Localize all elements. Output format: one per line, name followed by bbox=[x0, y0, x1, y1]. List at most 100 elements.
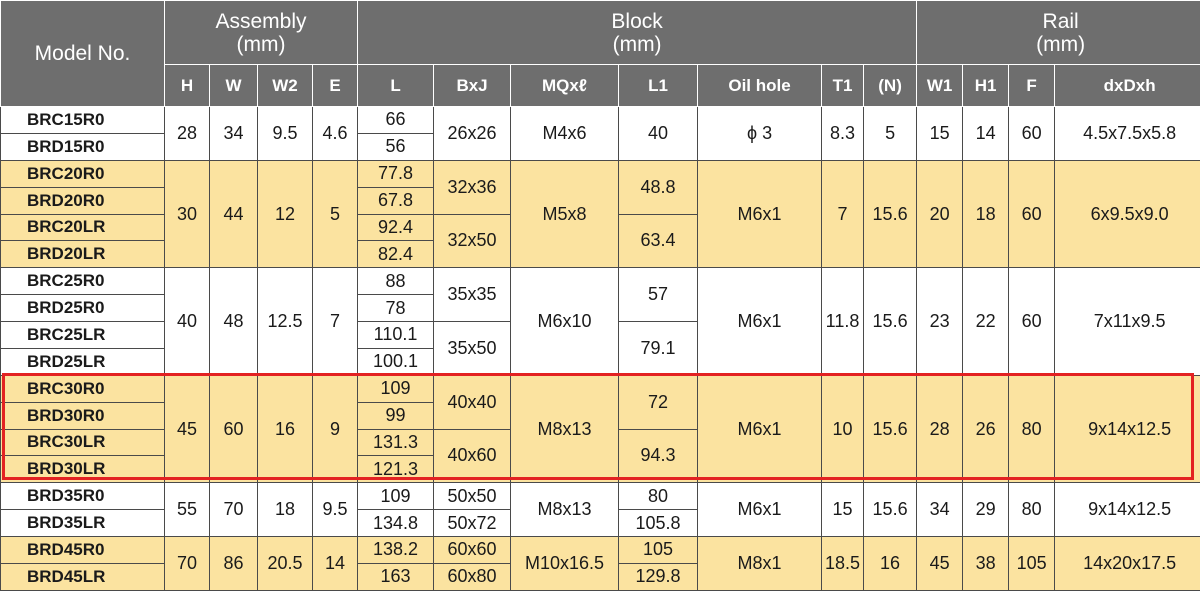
dxdxh-cell: 14x20x17.5 bbox=[1054, 536, 1200, 591]
oil-hole-cell: M6x1 bbox=[697, 374, 823, 484]
oil-hole-cell: ϕ 3 bbox=[697, 106, 823, 161]
t1-cell: 7 bbox=[821, 159, 865, 269]
e-cell: 5 bbox=[311, 159, 359, 269]
n-cell: 16 bbox=[863, 536, 918, 591]
model-no-header: Model No. bbox=[0, 0, 165, 107]
n-cell: 15.6 bbox=[863, 374, 918, 484]
l-cell: 77.8 bbox=[357, 159, 435, 188]
oil-hole-cell: M8x1 bbox=[697, 536, 823, 591]
model-cell: BRD15R0 bbox=[0, 132, 165, 161]
assembly-group-header: Assembly (mm) bbox=[163, 0, 359, 65]
w-cell: 70 bbox=[209, 482, 258, 537]
l-cell: 163 bbox=[357, 562, 435, 592]
dxdxh-cell: 7x11x9.5 bbox=[1054, 267, 1200, 376]
mqxl-cell: M10x16.5 bbox=[510, 536, 620, 591]
w2-cell: 18 bbox=[257, 482, 313, 537]
f-cell: 60 bbox=[1008, 159, 1056, 269]
w1-cell: 15 bbox=[916, 106, 964, 161]
model-cell: BRC20R0 bbox=[0, 159, 165, 188]
l-cell: 99 bbox=[357, 401, 435, 430]
dxdxh-cell: 6x9.5x9.0 bbox=[1054, 159, 1200, 269]
e-cell: 7 bbox=[311, 267, 359, 376]
w2-cell: 9.5 bbox=[257, 106, 313, 161]
w2-cell: 16 bbox=[257, 374, 313, 484]
col-header-t1: T1 bbox=[821, 64, 865, 107]
l1-cell: 94.3 bbox=[618, 428, 699, 484]
l-cell: 100.1 bbox=[357, 347, 435, 376]
e-cell: 9 bbox=[311, 374, 359, 484]
n-cell: 5 bbox=[863, 106, 918, 161]
n-cell: 15.6 bbox=[863, 159, 918, 269]
mqxl-cell: M8x13 bbox=[510, 482, 620, 537]
w1-cell: 23 bbox=[916, 267, 964, 376]
block-group-header: Block (mm) bbox=[357, 0, 918, 65]
table-row: BRC30LR 131.3 40x60 94.3 bbox=[0, 428, 1200, 484]
oil-hole-cell: M6x1 bbox=[697, 159, 823, 269]
model-cell: BRD20R0 bbox=[0, 186, 165, 215]
l-cell: 56 bbox=[357, 132, 435, 161]
h-cell: 40 bbox=[164, 267, 210, 376]
l1-cell: 48.8 bbox=[618, 159, 699, 215]
l-cell: 131.3 bbox=[357, 428, 435, 457]
l-cell: 138.2 bbox=[357, 536, 435, 564]
model-cell: BRD35LR bbox=[0, 509, 165, 537]
l-cell: 92.4 bbox=[357, 213, 435, 242]
col-header-e: E bbox=[311, 64, 359, 107]
mqxl-cell: M5x8 bbox=[510, 159, 620, 269]
f-cell: 60 bbox=[1008, 267, 1056, 376]
h-cell: 45 bbox=[164, 374, 210, 484]
table-row: BRD45LR 163 60x80 129.8 bbox=[0, 562, 1200, 592]
w-cell: 86 bbox=[209, 536, 258, 591]
dxdxh-cell: 9x14x12.5 bbox=[1054, 374, 1200, 484]
w2-cell: 12.5 bbox=[257, 267, 313, 376]
col-header-w: W bbox=[209, 64, 258, 107]
table-row: BRC25LR 110.1 35x50 79.1 bbox=[0, 321, 1200, 376]
table-row: BRC30R0 45 60 16 9 109 40x40 M8x13 72 M6… bbox=[0, 374, 1200, 484]
l-cell: 78 bbox=[357, 294, 435, 322]
model-cell: BRD45R0 bbox=[0, 536, 165, 564]
f-cell: 80 bbox=[1008, 374, 1056, 484]
bxj-cell: 60x60 bbox=[433, 536, 512, 564]
col-header-n: (N) bbox=[863, 64, 918, 107]
w1-cell: 20 bbox=[916, 159, 964, 269]
bxj-cell: 60x80 bbox=[433, 562, 512, 592]
l-cell: 67.8 bbox=[357, 186, 435, 215]
l-cell: 66 bbox=[357, 106, 435, 134]
oil-hole-cell: M6x1 bbox=[697, 267, 823, 376]
h1-cell: 22 bbox=[962, 267, 1010, 376]
col-header-oil-hole: Oil hole bbox=[697, 64, 823, 107]
e-cell: 9.5 bbox=[311, 482, 359, 537]
e-cell: 14 bbox=[311, 536, 359, 591]
model-cell: BRD20LR bbox=[0, 240, 165, 269]
h1-cell: 18 bbox=[962, 159, 1010, 269]
t1-cell: 15 bbox=[821, 482, 865, 537]
col-header-dxdxh: dxDxh bbox=[1054, 64, 1200, 107]
model-cell: BRD45LR bbox=[0, 562, 165, 592]
bxj-cell: 35x35 bbox=[433, 267, 512, 322]
h1-cell: 26 bbox=[962, 374, 1010, 484]
l1-cell: 63.4 bbox=[618, 213, 699, 269]
bxj-cell: 26x26 bbox=[433, 106, 512, 161]
w-cell: 44 bbox=[209, 159, 258, 269]
w2-cell: 12 bbox=[257, 159, 313, 269]
n-cell: 15.6 bbox=[863, 267, 918, 376]
l1-cell: 105.8 bbox=[618, 509, 699, 537]
f-cell: 80 bbox=[1008, 482, 1056, 537]
h-cell: 28 bbox=[164, 106, 210, 161]
model-cell: BRC25LR bbox=[0, 321, 165, 349]
l-cell: 109 bbox=[357, 374, 435, 403]
table-row: BRC25R0 40 48 12.5 7 88 35x35 M6x10 57 M… bbox=[0, 267, 1200, 376]
table-row: BRD20LR 82.4 bbox=[0, 240, 1200, 269]
w-cell: 60 bbox=[209, 374, 258, 484]
l1-cell: 80 bbox=[618, 482, 699, 511]
w1-cell: 45 bbox=[916, 536, 964, 591]
w-cell: 48 bbox=[209, 267, 258, 376]
col-header-l: L bbox=[357, 64, 435, 107]
bxj-cell: 50x72 bbox=[433, 509, 512, 537]
col-header-bxj: BxJ bbox=[433, 64, 512, 107]
bxj-cell: 40x40 bbox=[433, 374, 512, 430]
mqxl-cell: M8x13 bbox=[510, 374, 620, 484]
l1-cell: 57 bbox=[618, 267, 699, 322]
model-cell: BRC30R0 bbox=[0, 374, 165, 403]
